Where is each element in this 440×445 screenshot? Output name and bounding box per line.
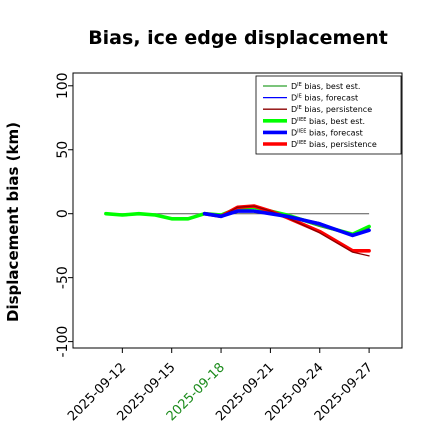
series-line — [203, 210, 370, 237]
y-tick-label: 100 — [55, 72, 71, 99]
legend-label: DIE bias, best est. — [291, 82, 360, 91]
y-tick-label: -100 — [55, 326, 71, 358]
y-tick-label: 50 — [55, 141, 71, 159]
y-tick-label: 0 — [55, 209, 71, 218]
legend-label: DIE bias, forecast — [291, 94, 358, 103]
legend-label: DIE bias, persistence — [291, 105, 372, 114]
legend-label: DIIEE bias, best est. — [291, 117, 365, 126]
legend-label: DIIEE bias, forecast — [291, 128, 363, 137]
legend-box — [255, 75, 402, 155]
chart-title: Bias, ice edge displacement — [88, 27, 388, 49]
series-layer — [104, 204, 371, 257]
y-tick-label: -50 — [55, 266, 71, 289]
y-axis-label: Displacement bias (km) — [4, 122, 22, 322]
legend: DIE bias, best est. DIE bias, forecast DIE… — [255, 75, 402, 155]
legend-label: DIIEE bias, persistence — [291, 140, 377, 149]
